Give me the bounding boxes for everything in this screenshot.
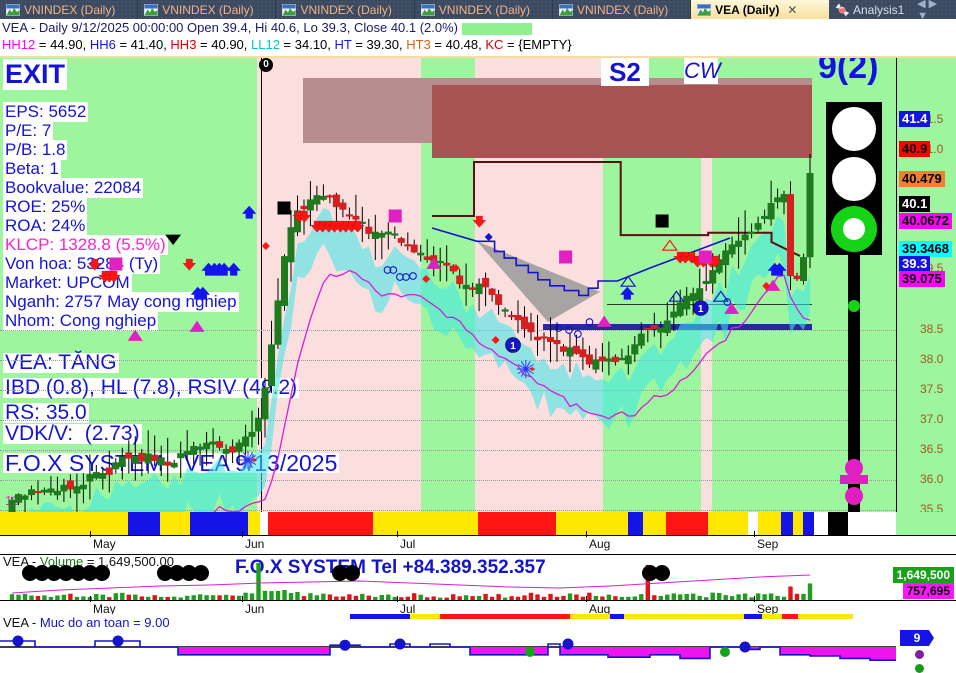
svg-text:1: 1 <box>698 304 704 315</box>
svg-text:1: 1 <box>510 341 516 352</box>
